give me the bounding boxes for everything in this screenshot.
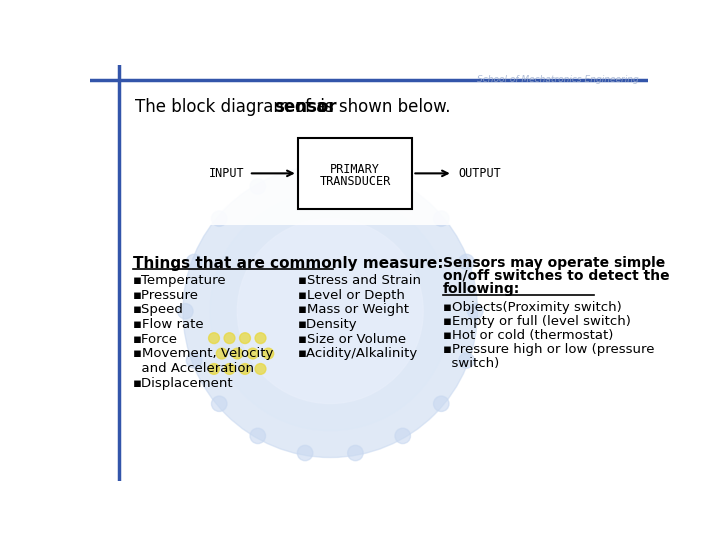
Circle shape bbox=[210, 192, 451, 430]
Circle shape bbox=[348, 446, 363, 461]
Text: ▪Flow rate: ▪Flow rate bbox=[132, 318, 203, 331]
Text: ▪Force: ▪Force bbox=[132, 333, 178, 346]
Circle shape bbox=[263, 348, 274, 359]
Circle shape bbox=[224, 363, 235, 374]
Circle shape bbox=[186, 254, 202, 269]
Circle shape bbox=[467, 303, 483, 319]
Text: and Acceleration: and Acceleration bbox=[132, 362, 253, 375]
Text: ▪Stress and Strain: ▪Stress and Strain bbox=[297, 274, 420, 287]
Text: ▪Movement, Velocity: ▪Movement, Velocity bbox=[132, 347, 273, 360]
Circle shape bbox=[395, 179, 410, 194]
Circle shape bbox=[178, 303, 193, 319]
Text: INPUT: INPUT bbox=[210, 167, 245, 180]
Circle shape bbox=[232, 348, 243, 359]
Text: on/off switches to detect the: on/off switches to detect the bbox=[443, 269, 670, 283]
Text: Sensors may operate simple: Sensors may operate simple bbox=[443, 256, 665, 270]
Circle shape bbox=[240, 333, 251, 343]
Circle shape bbox=[212, 211, 227, 226]
Text: ▪Temperature: ▪Temperature bbox=[132, 274, 226, 287]
Circle shape bbox=[240, 363, 251, 374]
Circle shape bbox=[348, 161, 363, 177]
Circle shape bbox=[459, 254, 474, 269]
Circle shape bbox=[248, 348, 258, 359]
Text: TRANSDUCER: TRANSDUCER bbox=[320, 176, 391, 188]
Circle shape bbox=[224, 333, 235, 343]
Circle shape bbox=[216, 348, 228, 359]
Circle shape bbox=[209, 363, 220, 374]
Bar bbox=[187, 125, 513, 225]
Circle shape bbox=[183, 165, 477, 457]
Circle shape bbox=[433, 211, 449, 226]
Text: ▪Mass or Weight: ▪Mass or Weight bbox=[297, 303, 409, 316]
Text: ▪Pressure high or low (pressure: ▪Pressure high or low (pressure bbox=[443, 343, 654, 356]
Circle shape bbox=[250, 179, 266, 194]
Text: ▪Density: ▪Density bbox=[297, 318, 357, 331]
Text: ▪Size or Volume: ▪Size or Volume bbox=[297, 333, 406, 346]
Text: OUTPUT: OUTPUT bbox=[458, 167, 501, 180]
Text: The block diagram of a: The block diagram of a bbox=[135, 98, 331, 116]
Text: ▪Acidity/Alkalinity: ▪Acidity/Alkalinity bbox=[297, 347, 418, 360]
Circle shape bbox=[459, 353, 474, 368]
Text: Things that are commonly measure:: Things that are commonly measure: bbox=[132, 256, 443, 271]
Text: sensor: sensor bbox=[274, 98, 337, 116]
Text: is shown below.: is shown below. bbox=[315, 98, 450, 116]
Text: ▪Pressure: ▪Pressure bbox=[132, 289, 199, 302]
Circle shape bbox=[255, 363, 266, 374]
Text: following:: following: bbox=[443, 282, 520, 296]
Circle shape bbox=[255, 333, 266, 343]
Circle shape bbox=[238, 219, 423, 403]
Text: PRIMARY: PRIMARY bbox=[330, 163, 380, 176]
Circle shape bbox=[186, 353, 202, 368]
Text: School of Mechatronics Engineering: School of Mechatronics Engineering bbox=[477, 75, 639, 84]
Text: ▪Level or Depth: ▪Level or Depth bbox=[297, 289, 405, 302]
Text: ▪Speed: ▪Speed bbox=[132, 303, 184, 316]
Text: ▪Objects(Proximity switch): ▪Objects(Proximity switch) bbox=[443, 301, 621, 314]
Bar bbox=[297, 138, 413, 209]
Circle shape bbox=[297, 446, 312, 461]
Circle shape bbox=[395, 428, 410, 443]
Text: ▪Displacement: ▪Displacement bbox=[132, 377, 233, 390]
Text: switch): switch) bbox=[443, 356, 499, 369]
Circle shape bbox=[297, 161, 312, 177]
Circle shape bbox=[433, 396, 449, 411]
Text: ▪Empty or full (level switch): ▪Empty or full (level switch) bbox=[443, 315, 631, 328]
Circle shape bbox=[212, 396, 227, 411]
Circle shape bbox=[250, 428, 266, 443]
Text: ▪Hot or cold (thermostat): ▪Hot or cold (thermostat) bbox=[443, 329, 613, 342]
Circle shape bbox=[209, 333, 220, 343]
